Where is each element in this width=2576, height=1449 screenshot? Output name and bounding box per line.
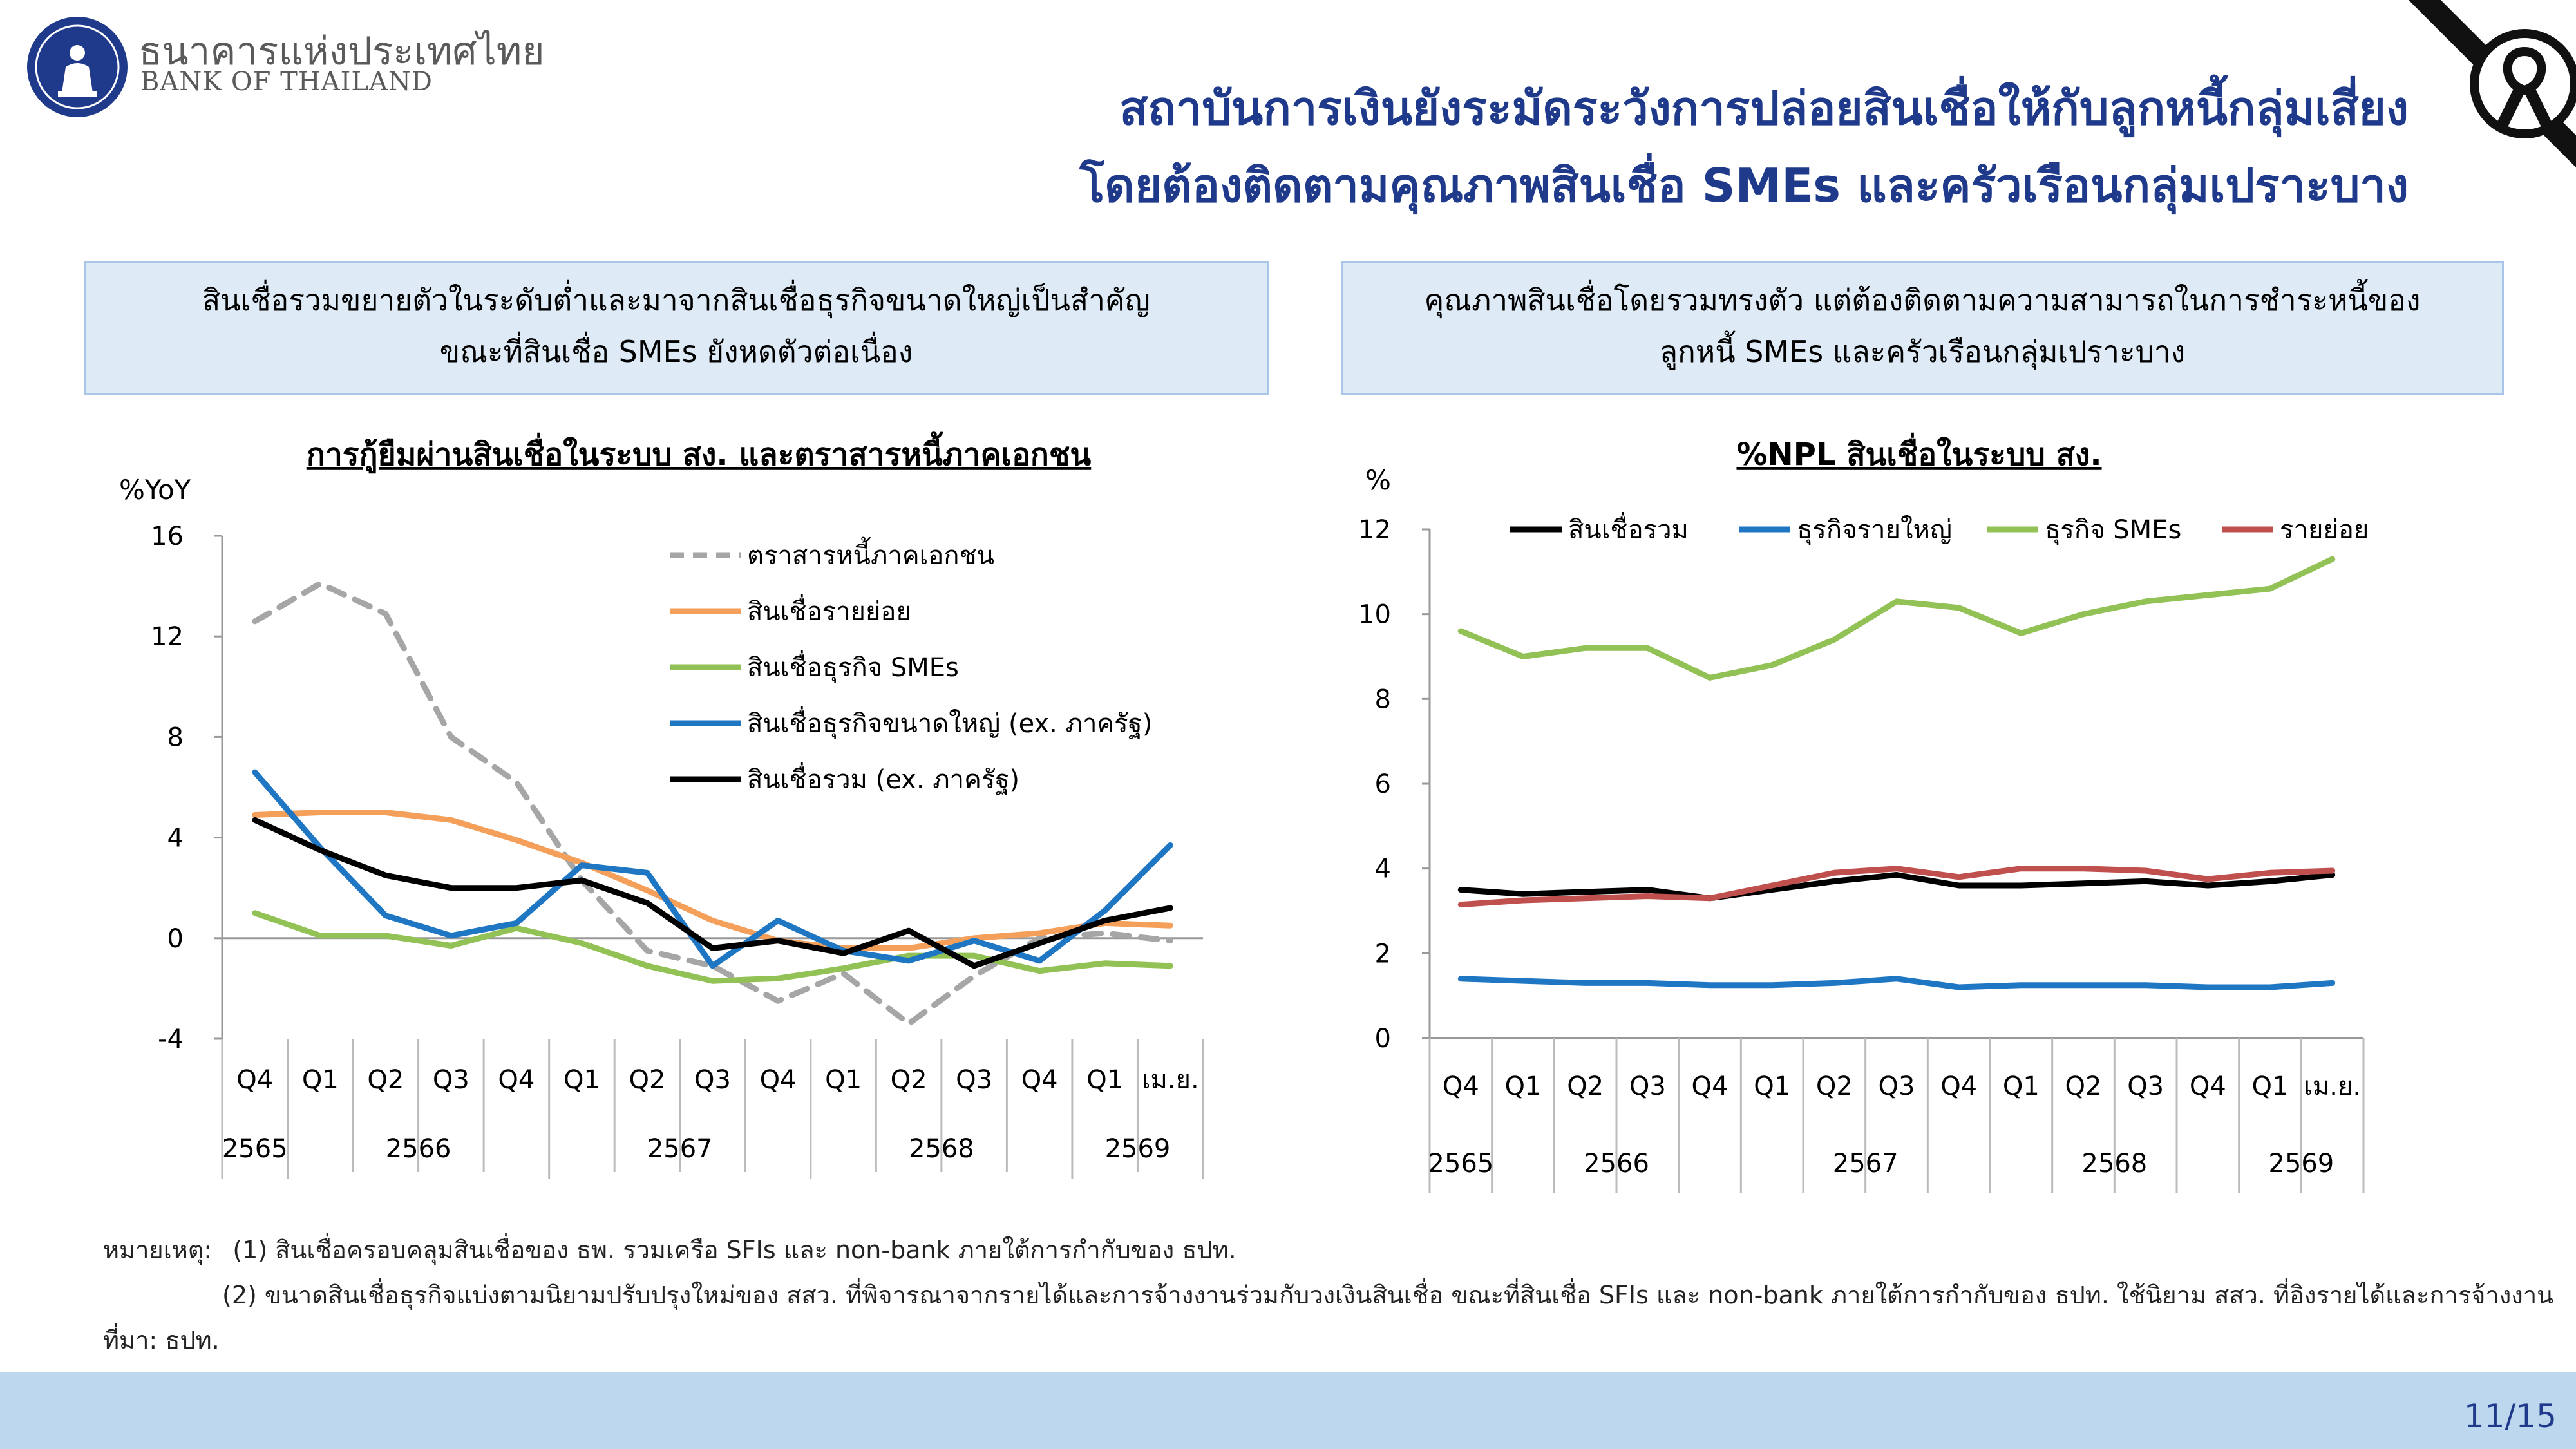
x-tick-label: Q1 xyxy=(302,1065,339,1095)
series-line-0 xyxy=(1457,872,2336,902)
legend-label-3: รายย่อย xyxy=(2280,515,2369,545)
x-tick-label: Q2 xyxy=(2065,1072,2102,1101)
y-tick-label: 8 xyxy=(1375,685,1391,714)
right-summary-line2: ลูกหนี้ SMEs และครัวเรือนกลุ่มเปราะบาง xyxy=(1659,334,2186,369)
y-tick-label: 0 xyxy=(1375,1024,1391,1054)
series-line-1 xyxy=(1457,976,2336,990)
x-tick-label: Q4 xyxy=(760,1065,797,1095)
legend-label-2: ธุรกิจ SMEs xyxy=(2045,515,2181,545)
y-tick-label: -4 xyxy=(158,1025,184,1054)
left-summary-line1: สินเชื่อรวมขยายตัวในระดับต่ำและมาจากสินเ… xyxy=(202,283,1150,317)
footer-bar: 11/15 xyxy=(0,1372,2576,1449)
x-tick-label: Q4 xyxy=(236,1065,273,1095)
x-tick-label: เม.ย. xyxy=(2304,1072,2361,1101)
year-group-label: 2565 xyxy=(222,1134,288,1164)
x-tick-label: Q4 xyxy=(1692,1072,1728,1101)
legend-label-0: สินเชื่อรวม xyxy=(1568,512,1689,545)
page-number: 11/15 xyxy=(2463,1397,2557,1435)
y-axis-unit-label: %YoY xyxy=(119,474,191,506)
black-mourning-ribbon-icon xyxy=(2409,0,2576,167)
x-tick-label: Q2 xyxy=(1816,1072,1853,1101)
x-tick-label: Q3 xyxy=(956,1065,992,1095)
legend-label-1: ธุรกิจรายใหญ่ xyxy=(1797,515,1952,545)
year-group-label: 2566 xyxy=(386,1134,451,1164)
y-tick-label: 8 xyxy=(167,723,184,752)
npl-ratio-chart: %NPL สินเชื่อในระบบ สง.% 0 2 4 6 8 10 12 Q4 Q1 Q2 Q… xyxy=(1358,432,2369,1193)
series-line-4 xyxy=(252,817,1173,969)
year-group-label: 2568 xyxy=(2081,1149,2147,1179)
chart-title: การกู้ยืมผ่านสินเชื่อในระบบ สง. และตราสา… xyxy=(307,431,1092,474)
right-summary-line1: คุณภาพสินเชื่อโดยรวมทรงตัว แต่ต้องติดตาม… xyxy=(1424,283,2421,317)
y-tick-label: 4 xyxy=(167,824,184,853)
bank-of-thailand-emblem-icon xyxy=(27,17,128,117)
note-1: หมายเหตุ: (1) สินเชื่อครอบคลุมสินเชื่อขอ… xyxy=(103,1230,1236,1269)
legend-label-2: สินเชื่อธุรกิจ SMEs xyxy=(747,650,959,683)
x-tick-label: Q2 xyxy=(629,1065,665,1095)
x-tick-label: Q3 xyxy=(694,1065,731,1095)
chart-title: %NPL สินเชื่อในระบบ สง. xyxy=(1736,432,2101,473)
series-line-2 xyxy=(252,910,1173,984)
series-line-1 xyxy=(252,810,1173,951)
x-tick-label: เม.ย. xyxy=(1142,1065,1199,1095)
year-group-label: 2565 xyxy=(1428,1149,1493,1179)
series-line-3 xyxy=(252,769,1173,969)
x-tick-label: Q1 xyxy=(1754,1072,1790,1101)
x-tick-label: Q1 xyxy=(1505,1072,1542,1101)
x-tick-label: Q4 xyxy=(1021,1065,1058,1095)
year-group-label: 2569 xyxy=(2268,1149,2334,1179)
y-tick-label: 16 xyxy=(151,522,184,551)
x-tick-label: Q1 xyxy=(1086,1065,1123,1095)
y-tick-label: 10 xyxy=(1358,600,1391,630)
slide-title-line2: โดยต้องติดตามคุณภาพสินเชื่อ SMEs และครัว… xyxy=(1079,158,2409,213)
x-tick-label: Q2 xyxy=(891,1065,927,1095)
note-prefix: หมายเหตุ: xyxy=(103,1236,213,1264)
y-tick-label: 4 xyxy=(1375,855,1391,884)
y-tick-label: 12 xyxy=(1358,515,1391,545)
slide-title-line1: สถาบันการเงินยังระมัดระวังการปล่อยสินเชื… xyxy=(1119,81,2409,135)
x-tick-label: Q4 xyxy=(2190,1072,2226,1101)
left-summary-box: สินเชื่อรวมขยายตัวในระดับต่ำและมาจากสินเ… xyxy=(84,261,1269,395)
x-tick-label: Q2 xyxy=(367,1065,404,1095)
x-tick-label: Q3 xyxy=(1629,1072,1666,1101)
source-note: ที่มา: ธปท. xyxy=(103,1326,220,1354)
x-tick-label: Q1 xyxy=(564,1065,600,1095)
x-tick-label: Q4 xyxy=(1940,1072,1977,1101)
x-tick-label: Q1 xyxy=(825,1065,862,1095)
x-tick-label: Q1 xyxy=(2252,1072,2289,1101)
x-tick-label: Q4 xyxy=(1443,1072,1479,1101)
right-summary-box: คุณภาพสินเชื่อโดยรวมทรงตัว แต่ต้องติดตาม… xyxy=(1341,261,2504,395)
x-tick-label: Q3 xyxy=(1879,1072,1915,1101)
x-tick-label: Q1 xyxy=(2003,1072,2040,1101)
legend-label-1: สินเชื่อรายย่อย xyxy=(747,594,911,627)
x-tick-label: Q3 xyxy=(433,1065,469,1095)
year-group-label: 2568 xyxy=(909,1134,974,1164)
y-tick-label: 6 xyxy=(1375,770,1391,799)
series-line-2 xyxy=(1457,556,2336,681)
year-group-label: 2566 xyxy=(1584,1149,1649,1179)
legend-label-4: สินเชื่อรวม (ex. ภาครัฐ) xyxy=(747,762,1019,795)
y-axis-unit-label: % xyxy=(1365,464,1391,496)
loan-growth-chart: การกู้ยืมผ่านสินเชื่อในระบบ สง. และตราสา… xyxy=(119,431,1204,1179)
note-2: (2) ขนาดสินเชื่อธุรกิจแบ่งตามนิยามปรับปร… xyxy=(222,1281,2554,1309)
note-1-text: (1) สินเชื่อครอบคลุมสินเชื่อของ ธพ. รวมเ… xyxy=(232,1236,1236,1264)
bank-name-thai: ธนาคารแห่งประเทศไทย xyxy=(138,29,545,74)
year-group-label: 2567 xyxy=(647,1134,713,1164)
left-summary-line2: ขณะที่สินเชื่อ SMEs ยังหดตัวต่อเนื่อง xyxy=(439,334,913,369)
year-group-label: 2569 xyxy=(1105,1134,1171,1164)
legend-label-3: สินเชื่อธุรกิจขนาดใหญ่ (ex. ภาครัฐ) xyxy=(747,706,1152,739)
x-tick-label: Q2 xyxy=(1567,1072,1604,1101)
series-line-3 xyxy=(1457,866,2336,908)
x-tick-label: Q4 xyxy=(498,1065,535,1095)
legend-label-0: ตราสารหนี้ภาคเอกชน xyxy=(747,536,994,571)
year-group-label: 2567 xyxy=(1833,1149,1899,1179)
y-tick-label: 0 xyxy=(167,924,184,954)
y-tick-label: 2 xyxy=(1375,939,1391,969)
bank-name-english: BANK OF THAILAND xyxy=(140,67,433,97)
y-tick-label: 12 xyxy=(151,622,184,652)
x-tick-label: Q3 xyxy=(2127,1072,2164,1101)
